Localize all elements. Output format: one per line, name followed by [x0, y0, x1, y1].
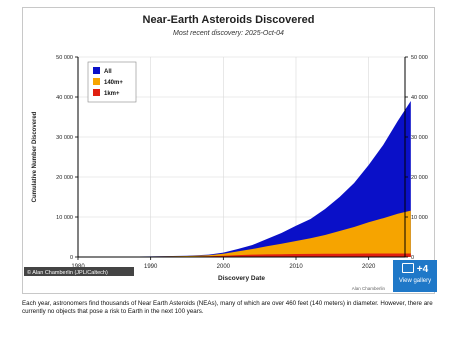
series-area-all — [78, 101, 411, 257]
x-tick-label: 2020 — [362, 264, 376, 270]
legend-swatch — [93, 78, 100, 85]
y-tick-label-left: 50 000 — [56, 55, 73, 61]
y-tick-label-right: 0 — [411, 255, 414, 261]
y-axis-label: Cumulative Number Discovered — [32, 111, 38, 202]
y-tick-label-left: 0 — [70, 255, 73, 261]
credit-left: © Alan Chamberlin (JPL/Caltech) — [27, 269, 108, 276]
credit-left-bg — [24, 267, 134, 276]
x-tick-label: 2010 — [289, 264, 303, 270]
y-tick-label-right: 50 000 — [411, 55, 428, 61]
chart-svg: 0 10 000 20 000 30 000 40 000 50 000 0 10 000 20… — [24, 55, 428, 291]
series-area-1km — [78, 253, 411, 257]
series-area-140m — [78, 210, 411, 257]
y-tick-label-left: 30 000 — [56, 135, 73, 141]
view-gallery-button[interactable]: +4 View gallery — [393, 260, 437, 292]
gallery-count: +4 — [393, 263, 437, 275]
chart-subtitle: Most recent discovery: 2025-Oct-04 — [173, 30, 284, 37]
x-axis-label: Discovery Date — [218, 275, 265, 282]
x-tick-label: 2000 — [217, 264, 231, 270]
y-tick-label-left: 40 000 — [56, 95, 73, 101]
gallery-count-text: +4 — [416, 264, 429, 275]
y-tick-label-right: 40 000 — [411, 95, 428, 101]
chart-title: Near-Earth Asteroids Discovered — [142, 14, 315, 26]
y-tick-label-left: 10 000 — [56, 215, 73, 221]
y-tick-label-left: 20 000 — [56, 175, 73, 181]
y-tick-label-right: 30 000 — [411, 135, 428, 141]
view-gallery-label: View gallery — [398, 278, 432, 284]
x-tick-label: 1990 — [144, 264, 158, 270]
legend-label: 140m+ — [104, 80, 123, 86]
legend-label: All — [104, 69, 112, 75]
y-tick-label-right: 10 000 — [411, 215, 428, 221]
camera-icon — [401, 263, 414, 273]
legend-label: 1km+ — [104, 91, 120, 97]
credit-right: Alan Chamberlin — [352, 286, 386, 291]
legend-swatch — [93, 67, 100, 74]
y-tick-label-right: 20 000 — [411, 175, 428, 181]
image-caption: Each year, astronomers find thousands of… — [22, 300, 433, 316]
legend-swatch — [93, 89, 100, 96]
